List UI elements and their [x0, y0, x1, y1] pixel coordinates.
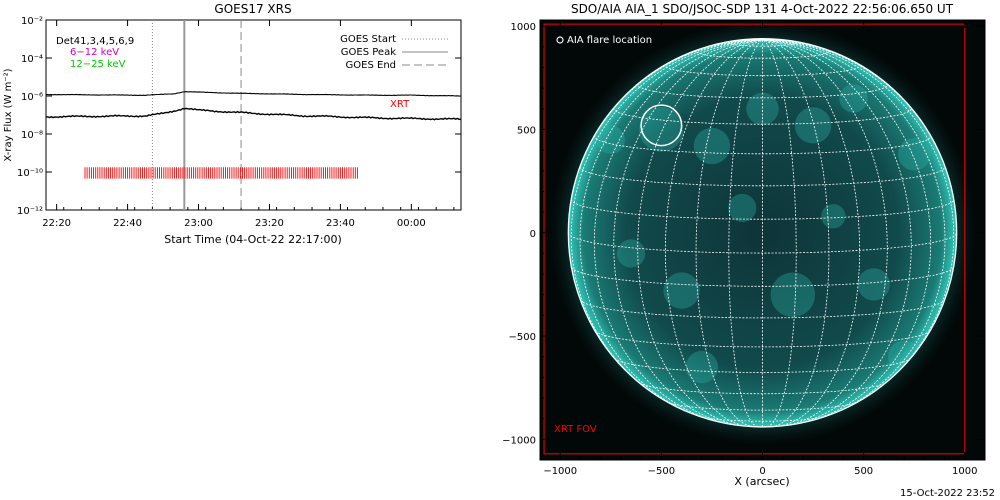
flare-location-marker: [640, 104, 683, 147]
aia-x-ticks: −1000 −500 0 500 1000: [543, 20, 977, 477]
xrt-coverage-ticks: [84, 167, 358, 179]
longitude-line: [762, 39, 912, 426]
goes-y-tick-label: 10⁻²: [21, 16, 43, 27]
longitude-line: [664, 39, 763, 427]
active-region: [663, 272, 700, 309]
goes-y-tick-label: 10⁻¹⁰: [17, 168, 43, 179]
aia-x-tick-label: 500: [854, 466, 873, 477]
footer-timestamp: 15-Oct-2022 23:52: [900, 488, 995, 499]
goes-series: [46, 91, 461, 121]
active-region: [770, 272, 816, 317]
aia-y-ticks: 1000 500 0 −500 −1000: [502, 22, 985, 446]
solar-limb: [567, 37, 958, 428]
goes-y-tick-label: 10⁻⁸: [21, 130, 43, 141]
goes-event-legend: GOES Start GOES Peak GOES End: [340, 34, 448, 71]
goes-y-tick-label: 10⁻⁶: [21, 92, 43, 103]
goes-plot-frame: [45, 19, 462, 211]
goes-chart: GOES17 XRS 10⁻² 10⁻⁴ 10⁻⁶ 10⁻⁸ 10⁻¹⁰ 10⁻¹² 22…: [3, 2, 462, 246]
longitude-line: [762, 39, 932, 425]
goes-legend-entry: GOES Peak: [341, 47, 396, 58]
longitude-line: [762, 39, 955, 399]
goes-x-ticks: 22:20 22:40 23:00 23:20 23:40 00:00: [42, 20, 455, 229]
goes-x-tick-label: 23:00: [184, 218, 213, 229]
active-region: [616, 239, 646, 268]
goes-y-ticks: 10⁻² 10⁻⁴ 10⁻⁶ 10⁻⁸ 10⁻¹⁰ 10⁻¹²: [17, 16, 461, 217]
latitude-line: [579, 166, 946, 187]
goes-x-tick-label: 23:20: [255, 218, 284, 229]
goes-title: GOES17 XRS: [214, 2, 291, 16]
longitude-line: [762, 39, 946, 419]
legend-high-band: 12−25 keV: [70, 59, 126, 70]
latitude-line: [614, 358, 911, 373]
goes-series-line-high: [46, 107, 461, 121]
longitude-line: [762, 39, 861, 427]
active-region: [857, 268, 890, 301]
active-region: [839, 84, 868, 113]
aia-y-tick-label: 0: [530, 229, 536, 240]
active-region: [693, 127, 731, 165]
goes-x-tick-label: 23:40: [326, 218, 355, 229]
longitude-line: [695, 39, 763, 427]
longitude-line: [613, 39, 763, 426]
goes-legend-entry: GOES Start: [340, 34, 396, 45]
aia-title: SDO/AIA AIA_1 SDO/JSOC-SDP 131 4-Oct-202…: [571, 2, 954, 16]
goes-x-tick-label: 22:20: [42, 218, 71, 229]
longitude-line: [762, 39, 888, 427]
goes-x-tick-label: 22:40: [113, 218, 142, 229]
goes-y-tick-label: 10⁻⁴: [21, 54, 43, 65]
active-region: [794, 107, 832, 144]
goes-x-axis-label: Start Time (04-Oct-22 22:17:00): [164, 233, 342, 246]
aia-y-tick-label: 1000: [511, 22, 536, 33]
longitude-line: [762, 39, 830, 427]
legend-detectors: Det41,3,4,5,6,9: [56, 36, 134, 47]
active-region: [746, 92, 779, 126]
latitude-line: [637, 83, 888, 99]
active-region: [685, 350, 718, 384]
longitude-line: [728, 39, 763, 427]
latitude-line: [664, 63, 861, 77]
goes-event-lines: [151, 20, 242, 210]
goes-y-tick-label: 10⁻¹²: [17, 206, 43, 217]
longitude-line: [570, 39, 763, 399]
goes-series-line-low: [46, 91, 461, 97]
aia-x-tick-label: −500: [648, 466, 675, 477]
goes-y-axis-label: X-ray Flux (W m⁻²): [3, 68, 14, 161]
longitude-line: [593, 39, 763, 425]
goes-x-tick-label: 00:00: [397, 218, 426, 229]
goes-legend-entry: GOES End: [346, 60, 396, 71]
latitude-line: [568, 232, 957, 254]
active-region: [596, 125, 625, 154]
latitude-line: [595, 330, 930, 348]
active-region: [821, 204, 846, 229]
longitude-line: [637, 39, 763, 427]
aia-y-tick-label: 500: [517, 125, 536, 136]
xrt-label: XRT: [390, 99, 410, 110]
aia-y-tick-label: −1000: [502, 435, 536, 446]
aia-x-axis-label: X (arcsec): [734, 475, 789, 488]
aia-x-tick-label: −1000: [543, 466, 577, 477]
aia-y-tick-label: −500: [509, 332, 536, 343]
active-region: [639, 107, 684, 152]
latitude-line: [579, 299, 946, 319]
xrt-fov-label: XRT FOV: [554, 424, 597, 435]
flare-legend-label: AIA flare location: [567, 35, 652, 46]
xrt-fov-box: [543, 23, 966, 455]
active-region: [728, 193, 757, 223]
latitude-line: [667, 401, 858, 411]
aia-x-tick-label: 0: [759, 466, 765, 477]
flare-legend-icon: [556, 36, 564, 44]
aia-x-tick-label: 1000: [952, 466, 977, 477]
longitude-line: [762, 39, 797, 427]
longitude-line: [579, 39, 763, 419]
aia-image-panel: SDO/AIA AIA_1 SDO/JSOC-SDP 131 4-Oct-202…: [502, 2, 986, 488]
active-region: [898, 138, 931, 171]
legend-low-band: 6−12 keV: [70, 47, 119, 58]
